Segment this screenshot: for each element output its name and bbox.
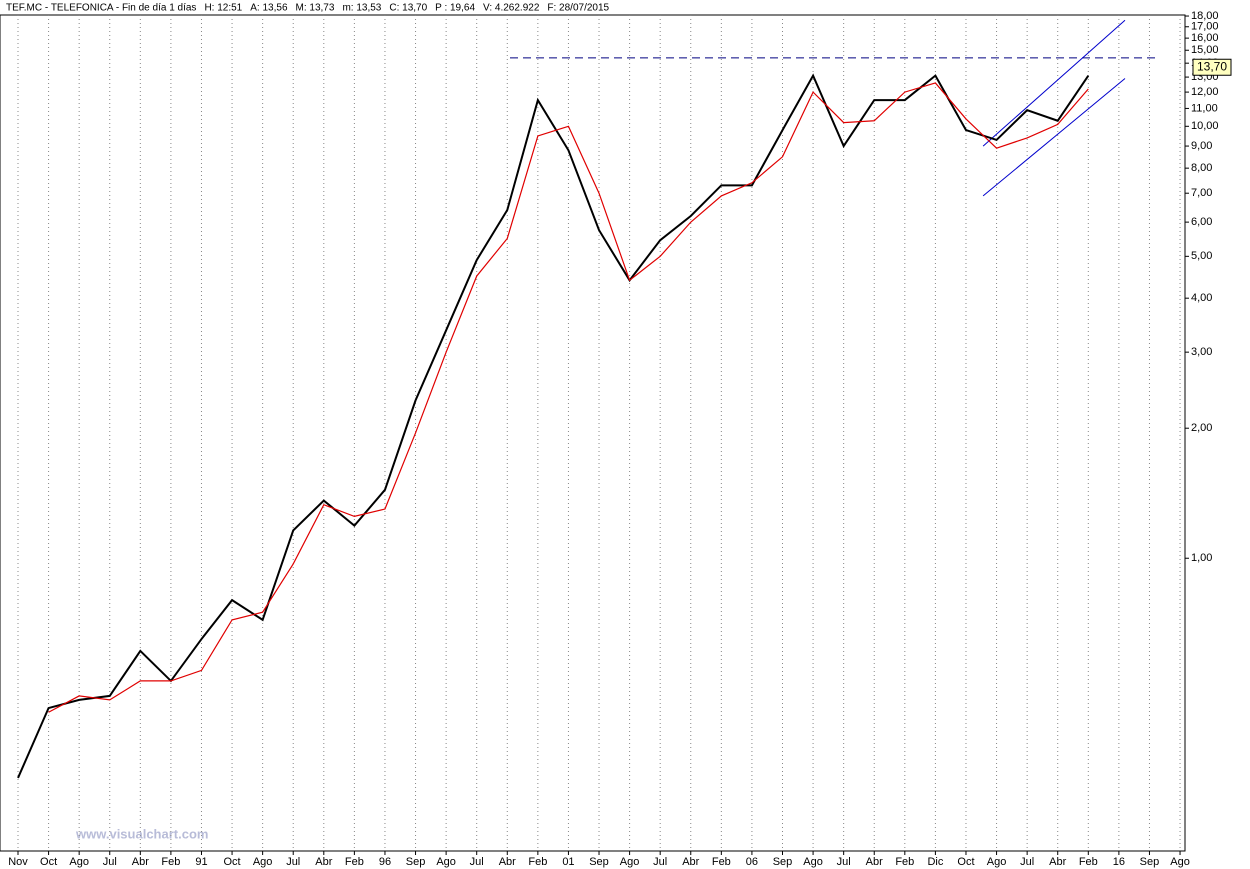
header-field: F: 28/07/2015 [547, 3, 609, 14]
y-tick-label: 16,00 [1191, 32, 1219, 44]
x-tick-label: Jul [103, 856, 117, 868]
trendline [982, 19, 1126, 147]
y-tick-label: 10,00 [1191, 120, 1219, 132]
x-tick-label: Feb [161, 856, 180, 868]
y-tick-label: 4,00 [1191, 292, 1212, 304]
x-tick-label: 06 [746, 856, 758, 868]
y-tick-label: 8,00 [1191, 162, 1212, 174]
x-tick-label: Abr [1049, 856, 1066, 868]
x-tick-label: Sep [773, 856, 793, 868]
y-tick-label: 7,00 [1191, 187, 1212, 199]
header-field: A: 13,56 [250, 3, 288, 14]
y-tick-label: 6,00 [1191, 216, 1212, 228]
x-tick-label: Nov [8, 856, 28, 868]
x-tick-label: Feb [345, 856, 364, 868]
y-tick-label: 9,00 [1191, 140, 1212, 152]
x-tick-label: Jul [286, 856, 300, 868]
x-tick-label: Jul [837, 856, 851, 868]
watermark: www.visualchart.com [75, 826, 208, 841]
y-tick-label: 12,00 [1191, 86, 1219, 98]
plot-area [0, 14, 1186, 852]
x-tick-label: Jul [470, 856, 484, 868]
trendline [982, 78, 1126, 197]
x-tick-label: Feb [528, 856, 547, 868]
header-field: m: 13,53 [342, 3, 381, 14]
x-tick-label: Abr [315, 856, 332, 868]
x-tick-label: Feb [895, 856, 914, 868]
header-field: C: 13,70 [389, 3, 427, 14]
last-price-label: 13,70 [1197, 59, 1227, 73]
x-tick-label: Ago [69, 856, 89, 868]
series-line [48, 82, 1089, 713]
x-tick-label: Dic [927, 856, 943, 868]
y-tick-label: 11,00 [1191, 102, 1218, 114]
x-tick-label: Ago [436, 856, 456, 868]
x-tick-label: Feb [712, 856, 731, 868]
x-tick-label: 91 [195, 856, 207, 868]
header-field: V: 4.262.922 [483, 3, 540, 14]
y-tick-label: 2,00 [1191, 422, 1212, 434]
x-tick-label: 96 [379, 856, 391, 868]
header-field: P : 19,64 [435, 3, 475, 14]
y-tick-label: 17,00 [1191, 21, 1219, 33]
series-line [17, 73, 1090, 779]
x-tick-label: Ago [620, 856, 640, 868]
x-tick-label: Jul [653, 856, 667, 868]
header-field: H: 12:51 [204, 3, 242, 14]
last-price-box [1192, 58, 1232, 76]
x-tick-label: Ago [253, 856, 273, 868]
x-tick-label: Feb [1079, 856, 1098, 868]
y-tick-label: 15,00 [1191, 44, 1219, 56]
y-tick-label: 1,00 [1191, 552, 1212, 564]
x-tick-label: Ago [1170, 856, 1190, 868]
x-tick-label: 16 [1113, 856, 1125, 868]
y-tick-label: 18,00 [1191, 10, 1219, 22]
x-tick-label: Jul [1020, 856, 1034, 868]
x-tick-label: Abr [132, 856, 149, 868]
chart-title: TEF.MC - TELEFONICA - Fin de día 1 días [6, 3, 196, 14]
x-tick-label: 01 [562, 856, 574, 868]
x-tick-label: Abr [682, 856, 699, 868]
x-tick-label: Abr [866, 856, 883, 868]
x-tick-label: Ago [987, 856, 1007, 868]
x-tick-label: Sep [1140, 856, 1160, 868]
x-tick-label: Sep [589, 856, 609, 868]
x-tick-label: Oct [40, 856, 57, 868]
y-tick-label: 3,00 [1191, 346, 1212, 358]
x-tick-label: Abr [499, 856, 516, 868]
header-field: M: 13,73 [296, 3, 335, 14]
x-tick-label: Oct [957, 856, 974, 868]
x-tick-label: Sep [406, 856, 426, 868]
y-tick-label: 5,00 [1191, 250, 1212, 262]
x-tick-label: Ago [803, 856, 823, 868]
x-tick-label: Oct [223, 856, 240, 868]
